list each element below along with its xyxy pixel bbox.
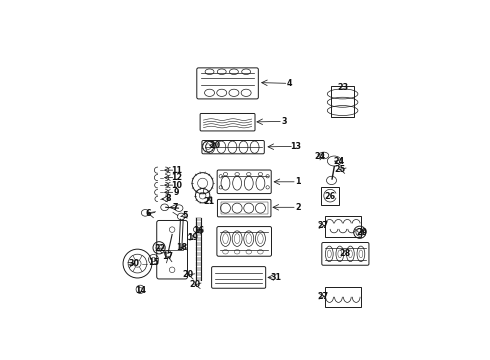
Text: 6: 6	[146, 209, 151, 218]
Text: 23: 23	[337, 83, 348, 92]
Bar	[321, 186, 339, 205]
Text: 27: 27	[318, 221, 329, 230]
Text: 24: 24	[333, 157, 344, 166]
Text: 26: 26	[324, 192, 336, 201]
Text: 7: 7	[173, 203, 178, 212]
Text: 29: 29	[356, 228, 367, 237]
Text: 2: 2	[295, 203, 301, 212]
Text: 21: 21	[203, 197, 215, 206]
Bar	[324, 287, 361, 307]
Bar	[324, 216, 361, 237]
Text: 30: 30	[129, 259, 140, 268]
Text: 31: 31	[270, 273, 281, 282]
Bar	[221, 202, 268, 214]
Text: 28: 28	[339, 249, 350, 258]
Text: 24: 24	[314, 152, 325, 161]
Text: 5: 5	[182, 211, 188, 220]
Text: 22: 22	[154, 244, 165, 253]
Text: 25: 25	[334, 165, 345, 174]
Text: 18: 18	[176, 243, 187, 252]
Text: 17: 17	[163, 252, 173, 261]
Text: 27: 27	[318, 292, 329, 301]
Text: 12: 12	[172, 173, 182, 182]
Text: 20: 20	[182, 270, 194, 279]
Text: 8: 8	[165, 194, 171, 203]
Text: 16: 16	[193, 226, 204, 235]
Text: 20: 20	[209, 141, 220, 150]
Text: 9: 9	[174, 188, 180, 197]
Text: 1: 1	[295, 177, 301, 186]
Text: 14: 14	[135, 286, 147, 295]
Text: 15: 15	[148, 258, 160, 267]
Bar	[331, 86, 354, 117]
Text: 13: 13	[290, 142, 301, 151]
Text: 20: 20	[190, 280, 201, 289]
Text: 4: 4	[287, 79, 293, 88]
Text: 3: 3	[282, 117, 287, 126]
Text: 11: 11	[172, 166, 182, 175]
Text: 19: 19	[187, 233, 198, 242]
Text: 10: 10	[172, 181, 182, 190]
